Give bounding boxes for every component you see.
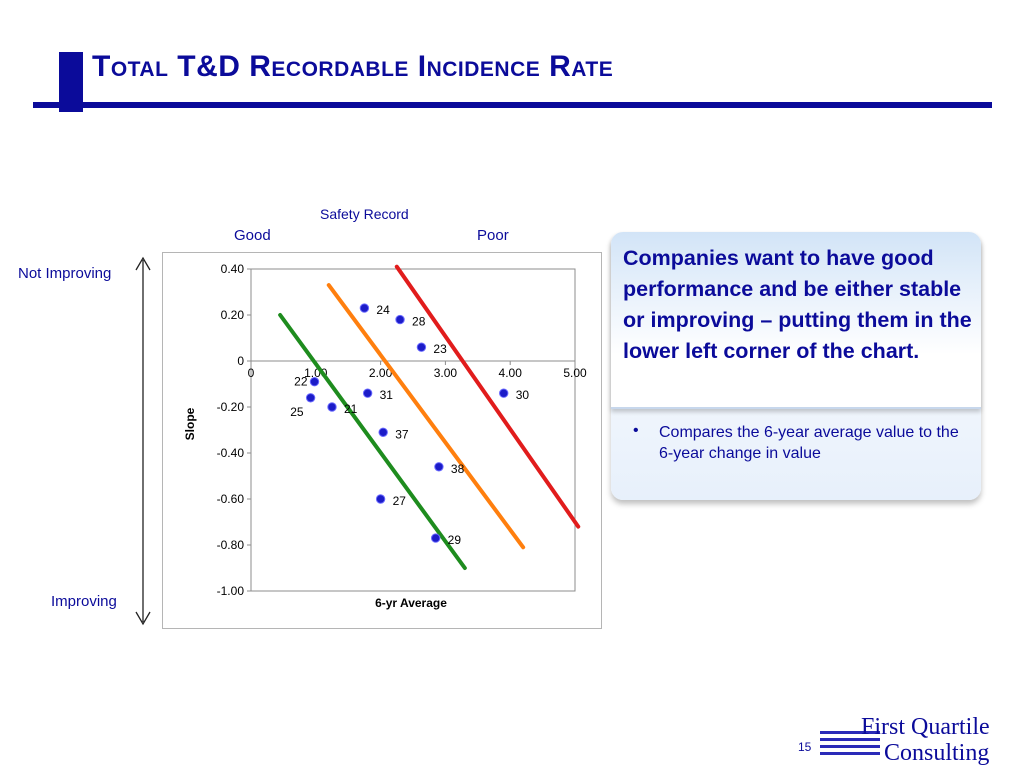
y-tick-label: -0.80 <box>217 538 245 552</box>
data-label: 21 <box>344 402 358 416</box>
logo-line-1: First Quartile <box>861 714 990 740</box>
callout-bullet: Compares the 6-year average value to the… <box>659 424 959 462</box>
data-point <box>395 314 405 325</box>
y-tick-label: 0.20 <box>221 308 245 322</box>
data-point <box>434 462 444 472</box>
data-point <box>305 393 316 403</box>
reference-lines <box>278 264 581 570</box>
safety-record-label: Safety Record <box>320 206 409 222</box>
y-axis: 0.40 0.20 0 -0.20 -0.40 -0.60 -0.80 -1.00 <box>217 262 251 598</box>
data-point <box>416 342 427 352</box>
data-label: 23 <box>433 342 447 356</box>
data-label: 37 <box>395 427 409 441</box>
good-label: Good <box>234 227 271 244</box>
page-title: Total T&D Recordable Incidence Rate <box>92 50 614 83</box>
data-point <box>430 533 441 543</box>
data-point <box>378 427 388 437</box>
bullet-icon: • <box>633 422 639 439</box>
data-label: 31 <box>380 388 394 402</box>
not-improving-label: Not Improving <box>18 265 112 282</box>
reference-line-orange <box>326 283 526 550</box>
y-tick-label: -0.40 <box>217 446 245 460</box>
data-point <box>499 388 509 398</box>
logo-bars-icon <box>820 731 880 755</box>
data-point <box>375 494 386 504</box>
data-label: 22 <box>294 375 308 389</box>
callout-header: Companies want to have good performance … <box>611 232 981 409</box>
data-label: 29 <box>448 533 462 547</box>
data-label: 30 <box>516 388 530 402</box>
reference-line-green <box>278 313 467 570</box>
x-tick-label: 0 <box>248 366 255 380</box>
first-quartile-logo: First Quartile Consulting <box>820 714 990 766</box>
callout-headline: Companies want to have good performance … <box>623 246 972 363</box>
page-number: 15 <box>798 740 812 754</box>
improving-label: Improving <box>51 593 117 610</box>
reference-line-red <box>394 264 581 529</box>
logo-line-2: Consulting <box>884 740 989 766</box>
data-point <box>309 377 320 387</box>
y-tick-label: 0 <box>237 354 244 368</box>
data-label: 27 <box>393 494 407 508</box>
x-tick-label: 2.00 <box>369 366 393 380</box>
data-label: 38 <box>451 462 465 476</box>
data-point <box>359 303 370 313</box>
x-tick-label: 3.00 <box>434 366 458 380</box>
data-points: 24 28 23 22 25 21 31 30 37 38 27 29 <box>290 303 529 547</box>
data-label: 28 <box>412 315 426 329</box>
plot-area <box>250 268 576 592</box>
title-underline <box>33 102 992 108</box>
data-point <box>327 402 337 412</box>
data-label: 24 <box>376 303 390 317</box>
y-tick-label: 0.40 <box>221 262 245 276</box>
x-axis-label: 6-yr Average <box>375 596 447 610</box>
y-tick-label: -0.20 <box>217 400 245 414</box>
y-tick-label: -0.60 <box>217 492 245 506</box>
y-tick-label: -1.00 <box>217 584 245 598</box>
data-label: 25 <box>290 405 304 419</box>
callout-box: Companies want to have good performance … <box>611 232 981 500</box>
x-tick-label: 4.00 <box>499 366 523 380</box>
data-point <box>362 388 373 398</box>
y-axis-label: Slope <box>183 407 197 440</box>
x-tick-label: 5.00 <box>563 366 587 380</box>
poor-label: Poor <box>477 227 509 244</box>
